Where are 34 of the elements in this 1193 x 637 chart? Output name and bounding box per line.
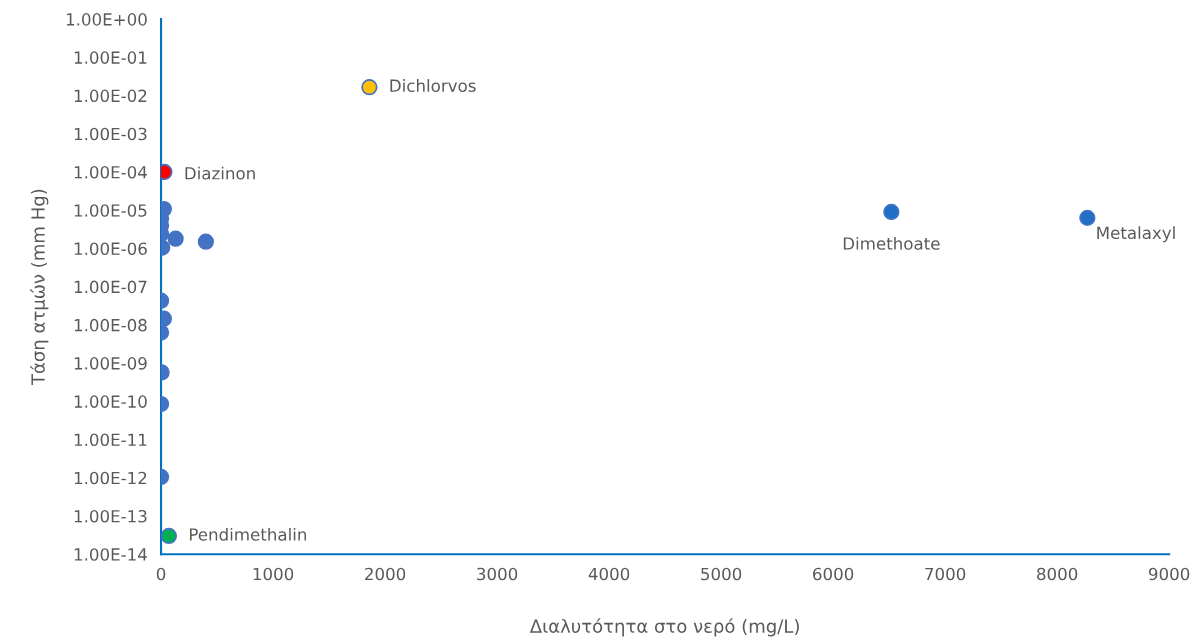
- y-tick-label: 1.00E-04: [74, 165, 147, 179]
- y-tick-label: 1.00E-02: [74, 89, 147, 103]
- series-label: Pendimethalin: [189, 527, 307, 541]
- x-tick-label: 2000: [365, 567, 406, 581]
- point: [883, 203, 900, 221]
- x-axis-title: Διαλυτότητα στο νερό (mg/L): [529, 618, 799, 637]
- y-tick-label: 1.00E-13: [74, 509, 147, 523]
- x-tick-label: 5000: [701, 567, 742, 581]
- y-tick-label: 1.00E-10: [74, 395, 147, 408]
- x-tick-label: 1000: [253, 567, 294, 581]
- y-tick-label: 1.00E-11: [74, 433, 147, 447]
- y-tick-label: 1.00E-09: [74, 357, 147, 370]
- series-label: Diazinon: [185, 166, 255, 180]
- y-tick-label: 1.00E-08: [74, 318, 147, 332]
- y-tick-label: 1.00E-01: [74, 51, 147, 64]
- point: [1079, 209, 1096, 226]
- x-tick-label: 3000: [477, 567, 518, 581]
- y-tick-label: 1.00E-07: [74, 280, 147, 294]
- x-tick-label: 7000: [925, 567, 966, 581]
- y-tick-label: 1.00E-12: [74, 471, 147, 485]
- y-tick-label: 1.00E-03: [74, 127, 147, 141]
- y-tick-label: 1.00E-14: [74, 548, 147, 561]
- y-tick-label: 1.00E-05: [74, 204, 147, 217]
- x-tick-label: 8000: [1037, 567, 1078, 581]
- x-tick-label: 6000: [813, 567, 854, 581]
- x-tick-label: 4000: [588, 567, 630, 581]
- y-tick-label: 1.00E-06: [74, 242, 147, 255]
- x-tick-label: 0: [156, 567, 166, 581]
- series-label: Metalaxyl: [1097, 226, 1175, 243]
- series-label: Dichlorvos: [390, 79, 476, 92]
- series-label: Dimethoate: [843, 236, 940, 250]
- x-tick-label: 9000: [1148, 567, 1190, 581]
- y-axis-title: Τάση ατμών (mm Hg): [30, 189, 49, 386]
- y-tick-label: 1.00E+00: [66, 13, 147, 26]
